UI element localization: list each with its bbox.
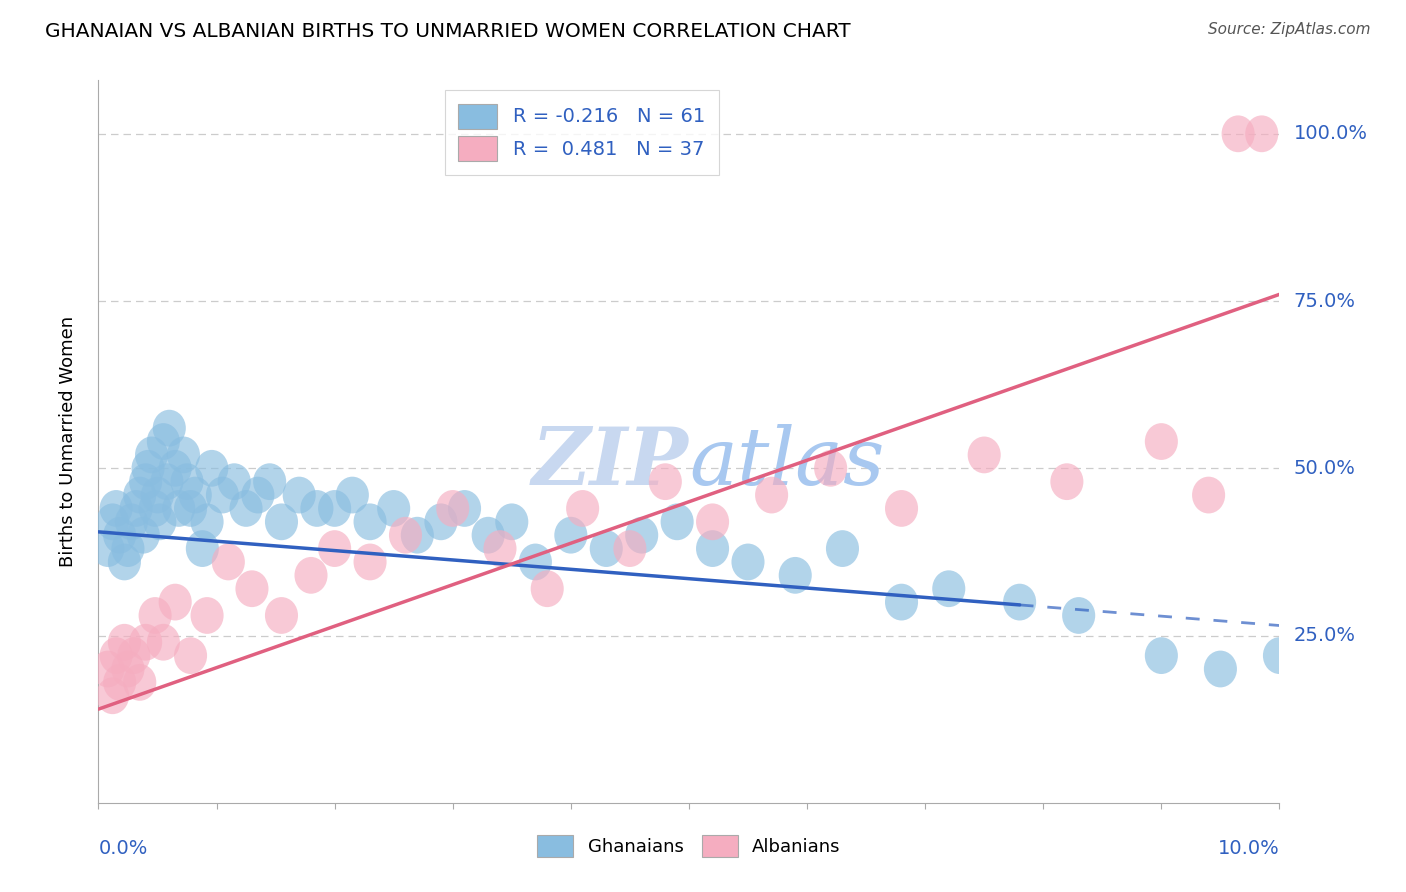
Text: 25.0%: 25.0% [1294,626,1355,645]
Legend: Ghanaians, Albanians: Ghanaians, Albanians [529,826,849,866]
Text: 75.0%: 75.0% [1294,292,1355,310]
Text: 0.0%: 0.0% [98,838,148,858]
Y-axis label: Births to Unmarried Women: Births to Unmarried Women [59,316,77,567]
Text: 100.0%: 100.0% [1294,124,1368,144]
Text: 10.0%: 10.0% [1218,838,1279,858]
Text: GHANAIAN VS ALBANIAN BIRTHS TO UNMARRIED WOMEN CORRELATION CHART: GHANAIAN VS ALBANIAN BIRTHS TO UNMARRIED… [45,22,851,41]
Text: Source: ZipAtlas.com: Source: ZipAtlas.com [1208,22,1371,37]
Text: ZIP: ZIP [531,425,689,502]
Text: 50.0%: 50.0% [1294,458,1355,478]
Text: atlas: atlas [689,425,884,502]
